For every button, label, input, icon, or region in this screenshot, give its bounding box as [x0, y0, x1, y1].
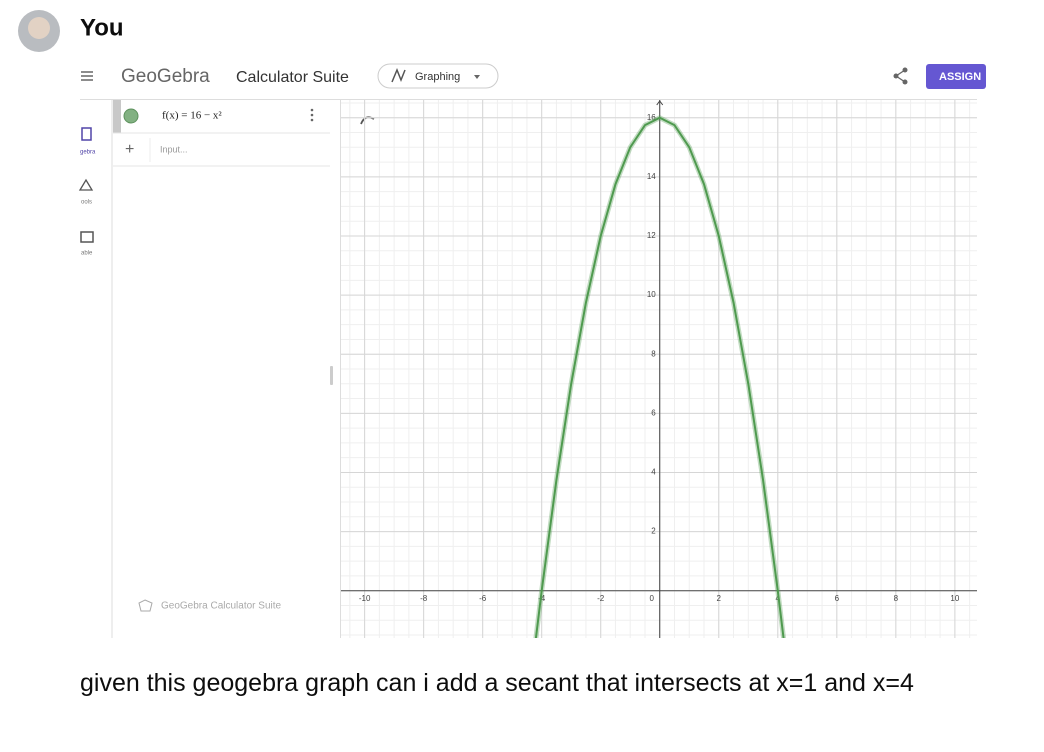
axis-arrow [656, 100, 664, 106]
x-tick-label: 2 [717, 594, 722, 603]
footer-icon [138, 599, 153, 612]
sidebar-label: able [81, 251, 93, 257]
sidebar-label: gebra [80, 150, 96, 156]
algebra-entry[interactable]: f(x) = 16 − x² [162, 110, 222, 122]
message-text: given this geogebra graph can i add a se… [80, 669, 914, 697]
y-tick-label: 12 [647, 231, 656, 240]
x-tick-label: -6 [479, 594, 487, 603]
tools-icon[interactable] [78, 178, 94, 191]
y-tick-label: 6 [651, 408, 656, 417]
assign-label: ASSIGN [939, 71, 981, 83]
entry-menu[interactable] [310, 108, 314, 122]
x-tick-label: 10 [950, 594, 959, 603]
menu-icon[interactable] [81, 71, 93, 81]
y-tick-label: 14 [647, 172, 656, 181]
dropdown-arrow [474, 75, 480, 79]
mode-label: Graphing [415, 71, 460, 83]
share-icon[interactable] [893, 67, 908, 85]
x-tick-label: -8 [420, 594, 428, 603]
mode-pill[interactable] [377, 63, 499, 89]
x-tick-label: -10 [359, 594, 371, 603]
app-logo: GeoGebra [121, 66, 210, 87]
x-tick-label: 6 [835, 594, 840, 603]
sidebar [80, 100, 112, 638]
resize-handle[interactable] [330, 366, 333, 385]
row-marker [113, 100, 121, 133]
algebra-footer: GeoGebra Calculator Suite [161, 601, 282, 612]
y-tick-label: 2 [651, 527, 656, 536]
assign-button[interactable] [926, 64, 986, 89]
input-field[interactable]: Input... [160, 144, 188, 154]
user-name: You [80, 14, 124, 41]
mode-icon [391, 68, 406, 83]
x-tick-label: -2 [597, 594, 605, 603]
y-tick-label: 4 [651, 468, 656, 477]
table-icon[interactable] [80, 231, 94, 243]
app-suite: Calculator Suite [236, 69, 349, 86]
algebra-icon[interactable] [81, 127, 92, 141]
sidebar-label: ools [81, 200, 92, 206]
y-tick-label: 8 [651, 349, 656, 358]
x-tick-label: 0 [650, 594, 655, 603]
x-tick-label: -4 [538, 594, 546, 603]
y-tick-label: 16 [647, 113, 656, 122]
undo-icon[interactable] [360, 116, 375, 125]
visibility-toggle[interactable] [123, 108, 139, 124]
function-curve [534, 116, 785, 638]
add-icon[interactable]: + [125, 141, 134, 158]
y-tick-label: 10 [647, 290, 656, 299]
avatar-face [28, 17, 50, 39]
x-tick-label: 8 [894, 594, 899, 603]
